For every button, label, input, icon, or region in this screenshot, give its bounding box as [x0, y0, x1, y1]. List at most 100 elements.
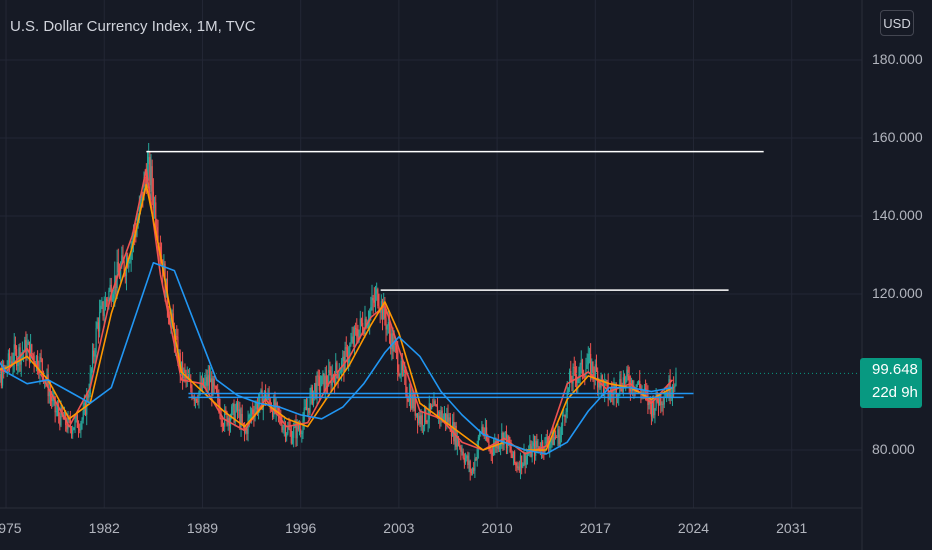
- candle-body: [670, 394, 672, 397]
- candle-body: [199, 382, 201, 392]
- candle-body: [447, 414, 449, 422]
- candle-body: [519, 455, 522, 471]
- candle-body: [657, 401, 660, 406]
- candle-body: [374, 293, 377, 303]
- candle-body: [428, 403, 430, 419]
- candle-body: [260, 390, 262, 393]
- candle-body: [231, 406, 233, 418]
- candle-body: [524, 452, 526, 465]
- candle-body: [637, 380, 640, 384]
- candle-body: [240, 413, 242, 428]
- candle-body: [484, 427, 487, 436]
- candle-body: [48, 391, 50, 397]
- candle-body: [49, 391, 52, 397]
- candle-body: [385, 317, 387, 330]
- candle-body: [661, 403, 663, 405]
- candle-body: [332, 374, 335, 378]
- candle-body: [542, 441, 544, 451]
- candle-body: [605, 380, 607, 382]
- candle-body: [225, 409, 227, 413]
- candle-body: [673, 387, 675, 389]
- candle-body: [243, 425, 246, 433]
- candle-body: [204, 381, 206, 387]
- candle-body: [103, 309, 105, 316]
- candle-body: [74, 418, 76, 428]
- candle-body: [453, 422, 455, 442]
- candle-body: [399, 374, 401, 376]
- x-tick-label: 1996: [285, 520, 317, 536]
- candle-body: [128, 262, 130, 268]
- candle-body: [256, 403, 259, 412]
- candle-body: [288, 427, 290, 429]
- candle-body: [489, 447, 491, 450]
- candle-body: [608, 397, 610, 399]
- candle-body: [413, 396, 415, 409]
- candle-body: [245, 429, 247, 433]
- candle-body: [537, 446, 539, 448]
- candle-body: [572, 366, 574, 384]
- candle-body: [526, 454, 529, 456]
- candle-body: [141, 191, 143, 201]
- candle-body: [462, 451, 464, 458]
- candle-body: [422, 425, 425, 427]
- candle-body: [407, 398, 409, 402]
- candle-body: [622, 377, 624, 392]
- candle-body: [443, 413, 446, 417]
- candle-body: [554, 436, 557, 438]
- candle-body: [521, 455, 523, 468]
- candle-body: [197, 401, 199, 403]
- candle-body: [295, 423, 297, 439]
- candle-body: [329, 370, 331, 373]
- candle-body: [566, 390, 568, 413]
- candle-body: [581, 359, 584, 375]
- candle-body: [371, 298, 373, 308]
- candle-body: [522, 463, 524, 468]
- candle-body: [420, 415, 422, 425]
- candle-body: [460, 447, 462, 452]
- candle-body: [337, 371, 339, 379]
- candle-body: [274, 399, 276, 412]
- candle-body: [309, 394, 311, 413]
- candle-body: [439, 411, 441, 420]
- candle-body: [58, 408, 60, 417]
- candle-body: [66, 424, 68, 430]
- candle-body: [116, 262, 118, 289]
- candle-body: [330, 372, 332, 386]
- candle-body: [42, 371, 45, 382]
- candle-body: [134, 230, 136, 233]
- candle-body: [435, 404, 437, 407]
- candle-body: [553, 436, 555, 445]
- candle-body: [14, 344, 16, 350]
- candle-body: [584, 376, 586, 378]
- candle-body: [646, 391, 648, 393]
- candle-body: [628, 376, 630, 387]
- candle-body: [104, 299, 107, 310]
- candle-body: [509, 444, 511, 448]
- candle-body: [213, 378, 215, 387]
- candle-body: [445, 413, 447, 423]
- candle-body: [352, 336, 354, 344]
- candle-body: [598, 380, 600, 388]
- candle-body: [412, 394, 414, 409]
- candle-body: [333, 377, 336, 385]
- candle-body: [108, 290, 110, 302]
- candle-body: [650, 404, 653, 417]
- candle-body: [314, 383, 316, 391]
- candle-body: [61, 407, 63, 416]
- candle-body: [400, 360, 402, 375]
- candle-body: [415, 413, 418, 416]
- candle-body: [7, 353, 9, 369]
- currency-button[interactable]: USD: [880, 10, 914, 36]
- candle-body: [508, 436, 510, 445]
- candle-body: [252, 409, 254, 415]
- candle-body: [359, 318, 361, 330]
- candle-body: [31, 344, 33, 354]
- candle-body: [514, 451, 516, 464]
- candle-body: [372, 298, 374, 301]
- candle-body: [102, 301, 104, 316]
- x-tick-label: 1982: [88, 520, 120, 536]
- candle-body: [404, 370, 406, 374]
- candle-body: [79, 429, 81, 431]
